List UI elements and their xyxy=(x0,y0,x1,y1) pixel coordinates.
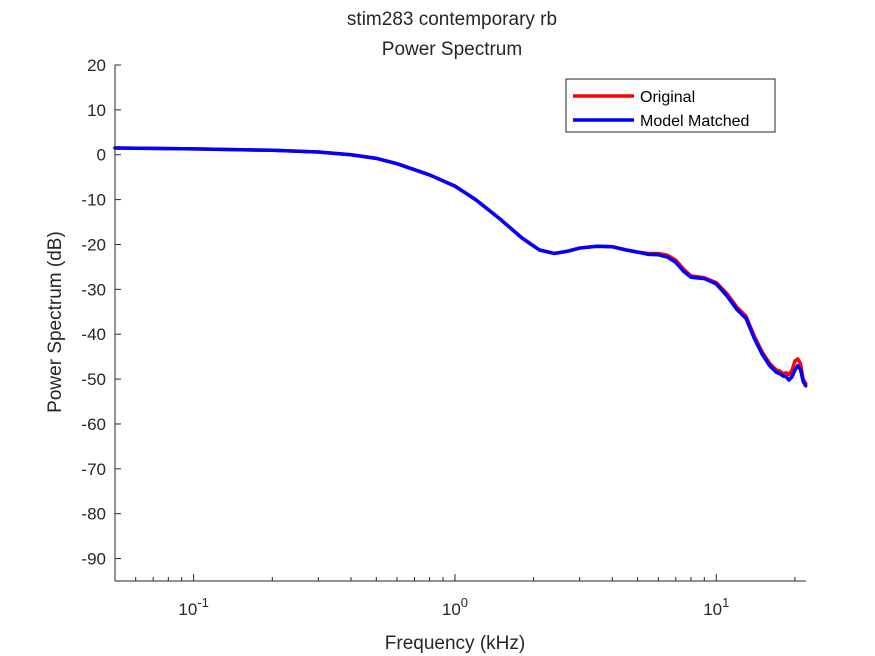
y-tick-label: -50 xyxy=(81,370,106,389)
y-tick-label: -60 xyxy=(81,415,106,434)
legend-box xyxy=(565,78,776,133)
y-tick-label: -70 xyxy=(81,460,106,479)
y-axis-label: Power Spectrum (dB) xyxy=(45,231,66,413)
series-layer xyxy=(113,146,808,388)
legend-label: Model Matched xyxy=(640,113,749,130)
y-tick-label: -90 xyxy=(81,550,106,569)
y-tick-label: -20 xyxy=(81,235,106,254)
x-tick-label: 100 xyxy=(442,595,468,619)
legend: Original Model Matched xyxy=(565,78,776,133)
y-tick-label: -10 xyxy=(81,191,106,210)
plot-background xyxy=(115,65,806,581)
y-tick-label: -80 xyxy=(81,505,106,524)
y-tick-label: 20 xyxy=(87,56,106,75)
series-line-model-matched xyxy=(113,146,808,388)
plot-area xyxy=(115,65,806,581)
y-tick-label: -40 xyxy=(81,325,106,344)
chart-title: stim283 contemporary rb xyxy=(347,9,557,30)
legend-label: Original xyxy=(640,89,695,106)
x-tick-label: 101 xyxy=(703,595,729,619)
chart-subtitle: Power Spectrum xyxy=(382,39,522,60)
y-tick-label: 0 xyxy=(97,146,106,165)
x-axis-label: Frequency (kHz) xyxy=(385,633,525,654)
y-tick-label: -30 xyxy=(81,280,106,299)
y-tick-label: 10 xyxy=(87,101,106,120)
x-tick-label: 10-1 xyxy=(178,595,208,619)
